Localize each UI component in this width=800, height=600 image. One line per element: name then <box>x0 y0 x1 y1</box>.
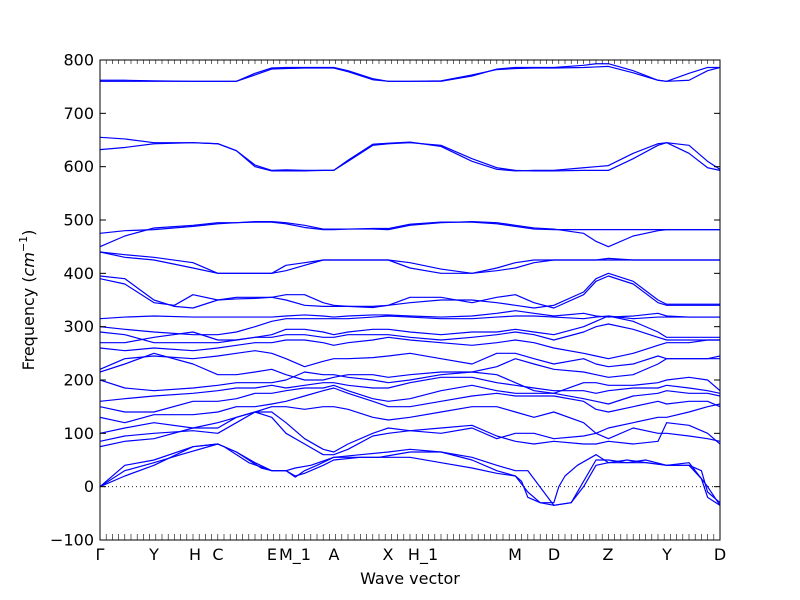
band-line-27 <box>100 65 720 82</box>
y-tick-label: 600 <box>63 157 94 176</box>
x-tick-label: A <box>329 545 340 564</box>
y-tick-label: 500 <box>63 211 94 230</box>
y-tick-label: 300 <box>63 317 94 336</box>
band-series-group <box>100 63 720 506</box>
band-line-15 <box>100 315 720 344</box>
y-axis-label-prefix: Frequency ( <box>19 276 38 370</box>
band-line-19 <box>100 272 720 309</box>
x-axis-ticks: Γ Y H C E M_1 A X H_1 M D Z Y D <box>96 60 726 565</box>
band-line-9 <box>100 376 720 402</box>
x-axis-label: Wave vector <box>360 569 460 588</box>
x-tick-label: M_1 <box>279 545 311 565</box>
y-tick-label: 0 <box>84 477 94 496</box>
y-tick-label: 100 <box>63 424 94 443</box>
y-axis-label: Frequency (cm−1) <box>17 230 38 371</box>
y-axis-label-exponent: −1 <box>17 236 30 252</box>
x-tick-label: Z <box>603 545 614 564</box>
band-line-3 <box>100 443 720 506</box>
band-line-10 <box>100 371 720 394</box>
band-line-17 <box>100 310 720 320</box>
band-line-11 <box>100 352 720 381</box>
x-tick-label: H_1 <box>408 545 438 565</box>
band-line-23 <box>100 221 720 234</box>
x-tick-label: D <box>548 545 560 564</box>
x-tick-label: C <box>212 545 223 564</box>
y-axis-ticks: −100 0 100 200 300 400 500 600 700 800 <box>50 51 720 550</box>
x-tick-label: Y <box>148 545 159 564</box>
band-line-5 <box>100 411 720 453</box>
band-line-13 <box>100 336 720 360</box>
x-tick-label: M <box>508 545 522 564</box>
x-tick-label: X <box>383 545 394 564</box>
band-line-25 <box>100 136 720 172</box>
y-tick-label: 700 <box>63 104 94 123</box>
y-tick-label: 400 <box>63 264 94 283</box>
x-tick-label: Y <box>661 545 672 564</box>
x-tick-label: D <box>714 545 726 564</box>
band-line-6 <box>100 403 720 434</box>
band-line-16 <box>100 315 720 336</box>
band-line-1 <box>100 443 720 506</box>
x-tick-label: H <box>189 545 201 564</box>
y-axis-label-suffix: ) <box>19 230 38 236</box>
x-tick-label: Γ <box>96 545 105 564</box>
band-line-8 <box>100 384 720 413</box>
band-line-12 <box>100 350 720 370</box>
band-line-7 <box>100 387 720 424</box>
band-line-21 <box>100 251 720 274</box>
band-line-2 <box>100 443 720 504</box>
y-tick-label: −100 <box>50 531 94 550</box>
y-tick-label: 800 <box>63 51 94 70</box>
y-axis-label-unit: cm <box>19 252 38 276</box>
y-tick-label: 200 <box>63 371 94 390</box>
x-tick-label: E <box>267 545 277 564</box>
